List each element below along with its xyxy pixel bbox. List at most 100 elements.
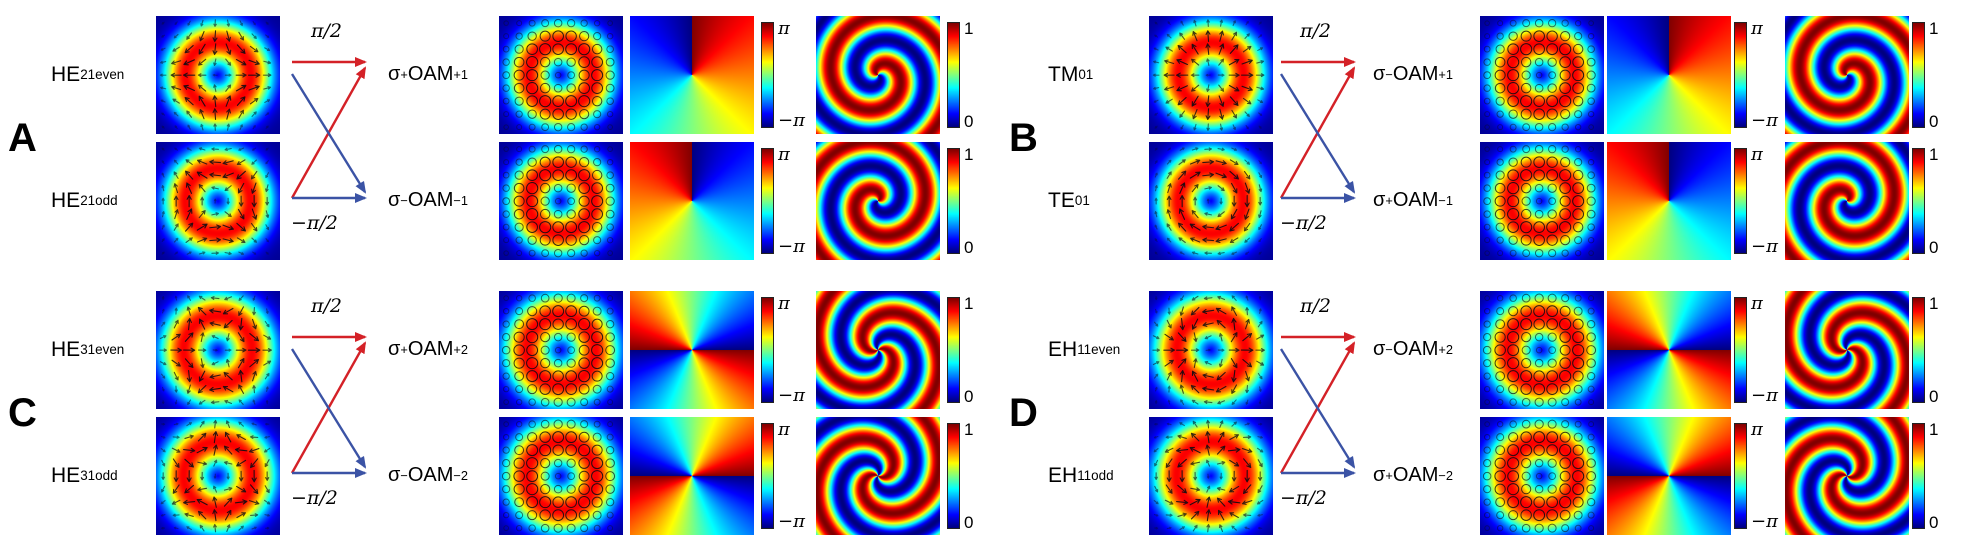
mode-subscript: 21 [80,193,96,208]
intensity-colorbar-labels: 1 0 [1929,295,1938,405]
phase-colorbar-top: π −π [1734,291,1782,409]
spiral-interferogram-bottom [1785,416,1909,535]
phase-min-label: −π [778,384,805,406]
phase-map-top [1607,15,1731,134]
mode-intensity-vector-image-bottom [156,416,280,535]
oam-output-labels: σ − OAM +2 σ + OAM −2 [1373,291,1477,535]
fiber-mode-label-bottom: TE 01 [1048,142,1146,260]
phase-max-label: π [1751,292,1763,314]
intensity-colorbar-labels: 1 0 [964,20,973,130]
phase-max-label: π [1751,17,1763,39]
oam-intensity-polarization-image-top [499,15,623,134]
oam-order: +2 [1438,342,1453,357]
blue-arrow-diagonal [290,72,367,194]
sigma-symbol: σ [388,63,401,85]
panel-C: C HE 31 even HE 31 odd π/2 −π/2 [0,275,1005,550]
sigma-sign: + [1385,193,1393,208]
phase-shift-label-top: π/2 [311,294,342,317]
oam-intensity-polarization-image-bottom [499,416,623,535]
mode-name: HE [51,463,81,487]
circular-polarization-images [1480,15,1604,260]
phase-colorbar-gradient [761,147,774,254]
mode-name: TM [1048,62,1079,86]
oam-text: OAM [1392,189,1439,211]
oam-text: OAM [407,338,454,360]
phase-colorbar-bottom: π −π [761,142,809,260]
oam-text: OAM [1392,464,1439,486]
sigma-symbol: σ [1373,338,1386,360]
phase-map-top [630,290,754,409]
spiral-interferogram-top [1785,15,1909,134]
mode-subscript: 31 [80,468,96,483]
oam-text: OAM [407,189,454,211]
intensity-colorbar-labels: 1 0 [964,295,973,405]
mode-name: TE [1048,188,1075,212]
spiral-interferogram-bottom [816,416,940,535]
phase-max-label: π [778,292,790,314]
intensity-colorbar-top: 1 0 [1912,291,1948,409]
mode-subscript: 01 [1074,193,1090,208]
phase-colorbars: π −π π −π [1734,291,1782,535]
phase-colorbars: π −π π −π [761,16,809,260]
phase-shift-label-bottom: −π/2 [291,211,338,234]
phase-maps [630,15,754,260]
phase-map-bottom [1607,416,1731,535]
spiral-interferograms [1785,15,1909,260]
fiber-mode-labels: HE 31 even HE 31 odd [51,291,149,535]
phase-map-bottom [630,416,754,535]
phase-min-label: −π [778,109,805,131]
oam-label-bottom: σ + OAM −1 [1373,142,1477,260]
fiber-mode-labels: HE 21 even HE 21 odd [51,16,149,260]
mode-intensity-vector-image-top [156,15,280,134]
phase-max-label: π [778,418,790,440]
phase-maps [1607,290,1731,535]
mode-subscript: 11 [1077,342,1092,357]
phase-maps [1607,15,1731,260]
combination-arrows [1279,56,1356,203]
intensity-colorbar-gradient [1912,147,1925,254]
intensity-min-label: 0 [964,111,974,131]
phase-colorbars: π −π π −π [1734,16,1782,260]
phase-colorbar-labels: π −π [778,292,805,406]
oam-order: −2 [1438,468,1453,483]
mode-name: HE [51,188,81,212]
spiral-interferograms [816,15,940,260]
fiber-mode-label-top: TM 01 [1048,16,1146,134]
mode-parity: even [95,67,125,82]
mode-intensity-vector-image-top [1149,290,1273,409]
phase-colorbar-top: π −π [1734,16,1782,134]
oam-intensity-polarization-image-top [499,290,623,409]
sigma-symbol: σ [1373,464,1386,486]
intensity-colorbar-gradient [1912,422,1925,529]
phase-max-label: π [778,17,790,39]
vector-mode-images [1149,290,1273,535]
sigma-sign: + [1385,468,1393,483]
spiral-interferogram-top [1785,290,1909,409]
mode-intensity-vector-image-bottom [1149,141,1273,260]
intensity-colorbar-bottom: 1 0 [947,142,983,260]
phase-min-label: −π [778,510,805,532]
intensity-colorbar-gradient [1912,296,1925,403]
intensity-colorbar-labels: 1 0 [964,146,973,256]
oam-intensity-polarization-image-bottom [1480,416,1604,535]
fiber-mode-labels: EH 11 even EH 11 odd [1048,291,1146,535]
intensity-colorbars: 1 0 1 0 [947,291,983,535]
phase-map-top [1607,290,1731,409]
phase-min-label: −π [1751,510,1778,532]
circular-polarization-images [499,290,623,535]
oam-order: −2 [453,468,468,483]
phase-colorbar-labels: π −π [1751,420,1778,532]
sigma-sign: − [400,468,408,483]
combination-arrows [290,56,367,203]
spiral-interferogram-bottom [1785,141,1909,260]
sigma-sign: − [1385,342,1393,357]
vector-mode-images [1149,15,1273,260]
phase-colorbar-gradient [761,21,774,128]
combination-arrows [1279,331,1356,478]
oam-label-top: σ − OAM +2 [1373,291,1477,409]
intensity-colorbar-gradient [947,21,960,128]
panel-D: D EH 11 even EH 11 odd π/2 −π/2 [1005,275,1961,550]
phase-colorbar-bottom: π −π [1734,142,1782,260]
phase-shift-label-bottom: −π/2 [1280,211,1327,234]
fiber-mode-label-top: HE 21 even [51,16,149,134]
